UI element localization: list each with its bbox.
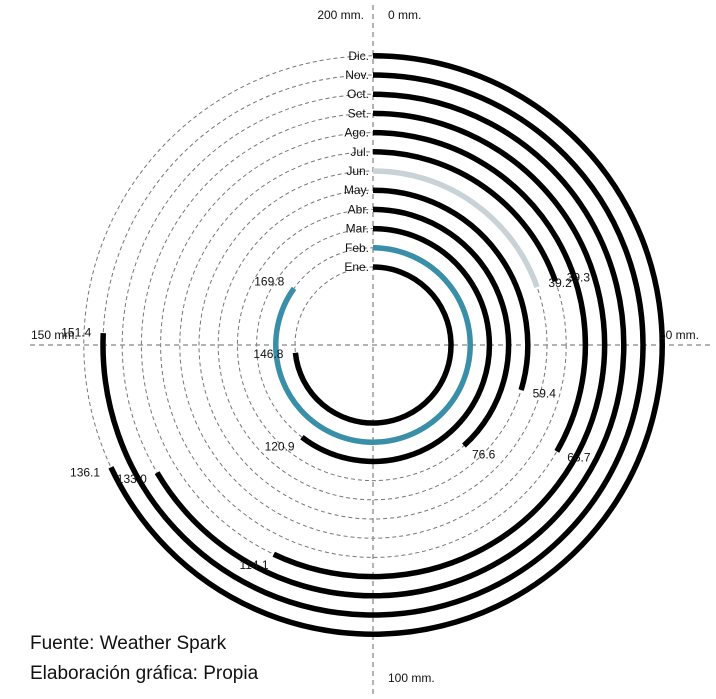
axis-label-top-left: 200 mm. [317,8,364,22]
month-label-abr: Abr. [348,202,369,216]
arc-nov [100,72,646,618]
arc-jun [372,168,540,289]
credit-text: Elaboración gráfica: Propia [30,663,259,684]
arc-ago [372,129,589,453]
value-label-mar: 120.9 [265,440,295,454]
value-label-dic: 136.1 [70,465,100,479]
value-label-set: 114.1 [239,558,268,572]
source-text: Fuente: Weather Spark [30,633,227,654]
value-label-oct: 133.0 [117,472,147,486]
month-label-set: Set. [348,106,369,120]
arc-set [272,110,608,580]
value-label-abr: 76.6 [472,447,496,461]
month-label-ago: Ago. [344,126,369,140]
month-label-nov: Nov. [345,68,369,82]
arc-jul [372,149,558,283]
month-label-mar: Mar. [346,222,369,236]
value-label-jun: 39.2 [548,276,572,290]
axis-lines [30,5,712,694]
value-label-feb: 169.8 [254,274,284,288]
month-label-ene: Ene. [344,260,369,274]
value-label-ago: 66.7 [567,450,591,464]
arc-may [372,187,531,391]
axis-label-bottom: 100 mm. [388,671,435,685]
value-label-jul: 39.3 [567,270,591,284]
axis-label-right: 50 mm. [659,328,699,342]
month-label-dic: Dic. [348,49,369,63]
arc-oct [154,91,627,599]
value-label-may: 59.4 [533,387,557,401]
month-label-may: May. [344,183,369,197]
month-label-feb: Feb. [345,241,369,255]
value-label-nov: 151.4 [61,326,91,340]
axis-labels: 200 mm. 0 mm. 50 mm. 150 mm. 100 mm. [31,8,699,685]
arc-abr [372,206,512,448]
month-label-oct: Oct. [347,87,369,101]
axis-label-left: 150 mm. [31,328,78,342]
arc-mar [300,225,493,465]
arc-feb [273,245,473,445]
axis-label-top-right: 0 mm. [388,8,421,22]
value-label-ene: 146.8 [253,347,283,361]
month-label-jun: Jun. [346,164,369,178]
month-labels: Ene. Feb. Mar. Abr. May. Jun. Jul. Ago. Set. Oct.… [344,49,369,274]
arc-dic [108,53,665,637]
arc-ene [292,264,454,426]
month-arcs [100,53,665,637]
value-labels: 146.8 169.8 120.9 76.6 59.4 39.239.3 66.7 114.1… [61,270,591,572]
month-label-jul: Jul. [350,145,369,159]
